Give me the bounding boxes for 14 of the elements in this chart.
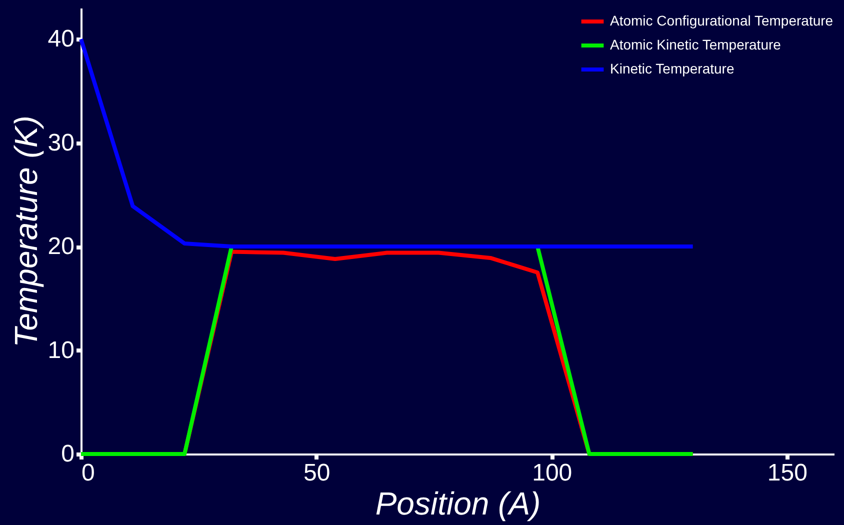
x-tick-label: 0 xyxy=(82,460,95,486)
legend-label: Atomic Configurational Temperature xyxy=(610,12,834,28)
y-axis-title: Temperature (K) xyxy=(8,116,44,348)
y-tick-label: 30 xyxy=(48,129,74,156)
y-tick-label: 0 xyxy=(61,440,74,468)
y-tick-label: 40 xyxy=(48,26,74,53)
x-tick-label: 150 xyxy=(767,460,808,486)
y-tick-label: 20 xyxy=(48,233,74,260)
x-tick-label: 50 xyxy=(303,460,330,486)
y-tick-label: 10 xyxy=(48,336,74,364)
legend-label: Kinetic Temperature xyxy=(610,60,734,76)
x-tick-label: 100 xyxy=(532,460,572,486)
x-axis-title: Position (A) xyxy=(375,486,541,522)
legend-label: Atomic Kinetic Temperature xyxy=(610,36,782,52)
